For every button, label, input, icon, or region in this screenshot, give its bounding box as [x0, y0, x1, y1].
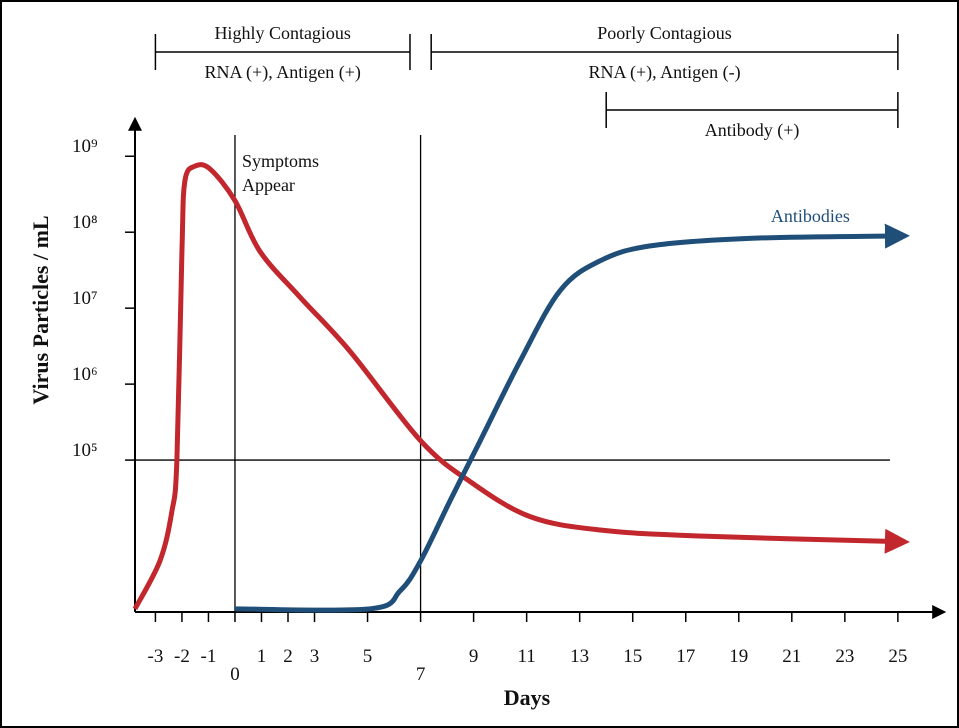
- symptoms-label: Symptoms: [242, 151, 319, 171]
- period-sublabel: RNA (+), Antigen (+): [205, 62, 361, 83]
- x-tick-label: 17: [676, 646, 695, 667]
- x-tick-label: -2: [174, 646, 190, 667]
- line: [132, 162, 910, 611]
- y-tick-label: 10⁹: [72, 136, 98, 157]
- period-label: Poorly Contagious: [597, 23, 732, 43]
- x-tick-label: 21: [782, 646, 801, 667]
- x-tick-label: 23: [835, 646, 854, 667]
- x-tick-label: 7: [416, 664, 426, 685]
- x-tick-label: 2: [283, 646, 293, 667]
- x-tick-label: 11: [517, 646, 535, 667]
- x-tick-label: 9: [469, 646, 479, 667]
- y-axis-label: Virus Particles / mL: [28, 215, 53, 404]
- series-label: Antibodies: [771, 206, 850, 226]
- x-tick-label: 0: [230, 664, 240, 685]
- period-label: Highly Contagious: [214, 23, 351, 43]
- x-tick-label: 3: [310, 646, 320, 667]
- x-tick-label: 1: [257, 646, 267, 667]
- y-tick-label: 10⁵: [72, 440, 98, 461]
- symptoms-label: Appear: [242, 175, 295, 195]
- x-tick-label: 5: [363, 646, 373, 667]
- x-tick-label: 25: [888, 646, 907, 667]
- x-tick-label: 19: [729, 646, 748, 667]
- x-axis-label: Days: [504, 685, 551, 710]
- period-sublabel: RNA (+), Antigen (-): [588, 62, 740, 83]
- y-tick-label: 10⁸: [72, 212, 98, 233]
- x-tick-label: 15: [623, 646, 642, 667]
- x-tick-label: 13: [570, 646, 589, 667]
- line: [234, 223, 910, 613]
- y-tick-label: 10⁶: [72, 364, 98, 385]
- x-tick-label: -3: [148, 646, 164, 667]
- y-tick-label: 10⁷: [72, 288, 98, 309]
- period-label: Antibody (+): [705, 120, 800, 141]
- x-tick-label: -1: [201, 646, 217, 667]
